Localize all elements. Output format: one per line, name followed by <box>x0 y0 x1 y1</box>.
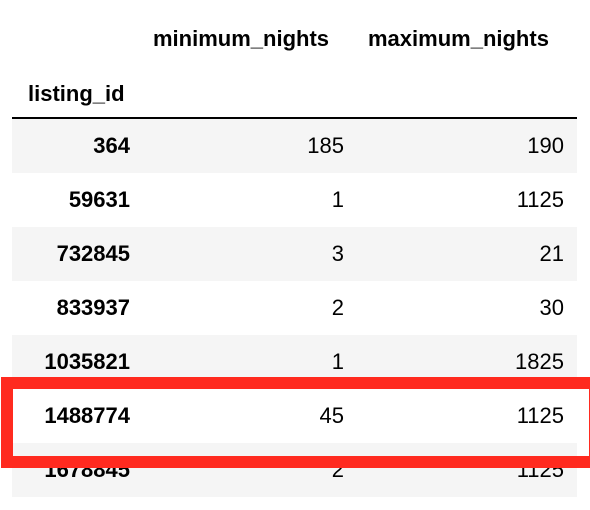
table-row: 833937 2 30 <box>12 281 577 335</box>
row-index: 1678845 <box>44 457 130 482</box>
table-row: 732845 3 21 <box>12 227 577 281</box>
minimum-nights-cell: 185 <box>307 133 344 158</box>
table-row: 1035821 1 1825 <box>12 335 577 389</box>
table-row: 59631 1 1125 <box>12 173 577 227</box>
minimum-nights-cell: 1 <box>331 349 344 374</box>
maximum-nights-cell: 1125 <box>516 187 564 212</box>
table-row-highlighted: 1488774 45 1125 <box>12 389 577 443</box>
header-divider <box>12 117 577 119</box>
minimum-nights-cell: 2 <box>331 295 344 320</box>
row-index: 364 <box>93 133 130 158</box>
index-header-listing-id: listing_id <box>28 81 125 106</box>
table-body: 364 185 190 59631 1 1125 732845 3 21 833… <box>12 119 577 497</box>
maximum-nights-cell: 1125 <box>516 403 564 428</box>
row-index: 1488774 <box>44 403 130 428</box>
column-header-minimum-nights: minimum_nights <box>153 26 330 51</box>
table-row: 1678845 2 1125 <box>12 443 577 497</box>
row-index: 1035821 <box>44 349 130 374</box>
row-index: 833937 <box>56 295 130 320</box>
maximum-nights-cell: 1125 <box>516 457 564 482</box>
table-row: 364 185 190 <box>12 119 577 173</box>
maximum-nights-cell: 1825 <box>515 349 564 374</box>
minimum-nights-cell: 3 <box>331 241 344 266</box>
row-index: 732845 <box>56 241 130 266</box>
maximum-nights-cell: 30 <box>539 295 564 320</box>
minimum-nights-cell: 2 <box>331 457 344 482</box>
minimum-nights-cell: 45 <box>319 403 344 428</box>
row-index: 59631 <box>68 187 130 212</box>
maximum-nights-cell: 190 <box>527 133 564 158</box>
maximum-nights-cell: 21 <box>539 241 564 266</box>
column-header-maximum-nights: maximum_nights <box>368 26 549 51</box>
minimum-nights-cell: 1 <box>331 187 344 212</box>
